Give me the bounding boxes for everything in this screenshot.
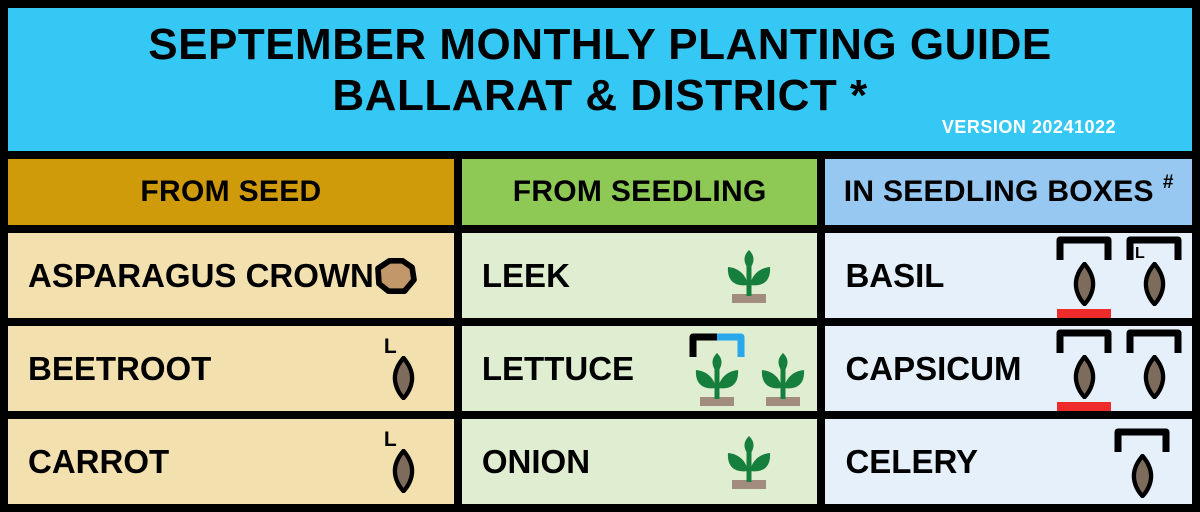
seed-icon bbox=[1143, 354, 1165, 399]
icon-group bbox=[689, 331, 807, 406]
seed-in-box-icon bbox=[1126, 327, 1182, 399]
seedling-icon bbox=[728, 435, 771, 489]
seed-in-box-red-underline-icon bbox=[1056, 327, 1112, 411]
red-underline-mark bbox=[1057, 401, 1111, 411]
seed-in-box-red-underline-icon bbox=[1056, 234, 1112, 318]
seedling-box-black-blue-icon bbox=[689, 331, 745, 406]
cell-capsicum: CAPSICUM bbox=[825, 326, 1192, 411]
version-label: VERSION 20241022 bbox=[941, 117, 1116, 137]
seed-in-box-late-icon: L bbox=[1126, 234, 1182, 306]
seed-late-icon: L bbox=[384, 336, 418, 400]
cell-carrot: CARROT L bbox=[8, 419, 454, 504]
column-header-from-seedling: FROM SEEDLING bbox=[461, 159, 818, 225]
plant-label: BEETROOT bbox=[28, 349, 212, 387]
plant-label: ONION bbox=[481, 442, 591, 480]
plant-label: CARROT bbox=[28, 442, 170, 480]
seedling-icon bbox=[759, 352, 807, 406]
icon-group: L bbox=[384, 429, 418, 493]
icon-group bbox=[725, 435, 773, 489]
icon-group bbox=[374, 257, 418, 294]
seed-icon bbox=[1131, 453, 1153, 498]
seedling-icon bbox=[762, 353, 805, 406]
column-header-label: FROM SEED bbox=[140, 175, 322, 208]
seed-icon bbox=[1073, 354, 1095, 399]
cell-asparagus-crown: ASPARAGUS CROWN bbox=[8, 233, 454, 318]
seedling-box-bracket-icon bbox=[1114, 428, 1170, 452]
column-header-from-seed: FROM SEED bbox=[8, 159, 454, 225]
cell-leek: LEEK bbox=[461, 233, 818, 318]
seedling-box-bracket-icon bbox=[689, 333, 745, 357]
page-subtitle: BALLARAT & DISTRICT * bbox=[332, 71, 868, 121]
seedling-icon bbox=[725, 249, 773, 303]
icon-group bbox=[1114, 426, 1170, 498]
cell-basil: BASIL L bbox=[825, 233, 1192, 318]
cell-onion: ONION bbox=[461, 419, 818, 504]
red-underline-mark bbox=[1057, 308, 1111, 318]
seed-icon bbox=[1073, 261, 1095, 306]
seedling-icon bbox=[725, 435, 773, 489]
hash-footnote-marker: # bbox=[1162, 172, 1174, 193]
seed-late-icon: L bbox=[384, 429, 418, 493]
cell-lettuce: LETTUCE bbox=[461, 326, 818, 411]
late-season-marker: L bbox=[383, 335, 397, 358]
seedling-icon bbox=[728, 249, 771, 303]
title-band: SEPTEMBER MONTHLY PLANTING GUIDE BALLARA… bbox=[8, 8, 1192, 151]
asparagus-crown-icon bbox=[375, 257, 417, 294]
seedling-box-bracket-icon bbox=[1126, 329, 1182, 353]
column-header-label: IN SEEDLING BOXES bbox=[843, 175, 1154, 208]
seed-icon bbox=[392, 356, 415, 400]
plant-label: ASPARAGUS CROWN bbox=[28, 256, 374, 294]
plant-label: BASIL bbox=[845, 256, 945, 294]
asparagus-crown-icon bbox=[374, 257, 418, 294]
seedling-box-bracket-icon: L bbox=[1126, 236, 1182, 260]
plant-label: LETTUCE bbox=[481, 349, 635, 387]
cell-beetroot: BEETROOT L bbox=[8, 326, 454, 411]
plant-label: CAPSICUM bbox=[845, 349, 1022, 387]
plant-label: LEEK bbox=[481, 256, 570, 294]
cell-celery: CELERY bbox=[825, 419, 1192, 504]
icon-group: L bbox=[1056, 234, 1182, 318]
plant-label: CELERY bbox=[845, 442, 979, 480]
column-header-in-seedling-boxes: IN SEEDLING BOXES # bbox=[825, 159, 1192, 225]
late-season-marker: L bbox=[1135, 245, 1145, 260]
icon-group bbox=[1056, 327, 1182, 411]
icon-group bbox=[725, 249, 773, 303]
seedling-box-bracket-icon bbox=[1056, 329, 1112, 353]
late-season-marker: L bbox=[383, 428, 397, 451]
seedling-icon bbox=[696, 353, 739, 406]
column-header-label: FROM SEEDLING bbox=[512, 175, 767, 208]
seed-icon bbox=[392, 449, 415, 493]
seedling-box-bracket-icon bbox=[1056, 236, 1112, 260]
page-title: SEPTEMBER MONTHLY PLANTING GUIDE bbox=[148, 20, 1052, 69]
seed-icon bbox=[1143, 261, 1165, 306]
planting-table: FROM SEED FROM SEEDLING IN SEEDLING BOXE… bbox=[8, 159, 1192, 504]
seed-in-box-icon bbox=[1114, 426, 1170, 498]
icon-group: L bbox=[384, 336, 418, 400]
